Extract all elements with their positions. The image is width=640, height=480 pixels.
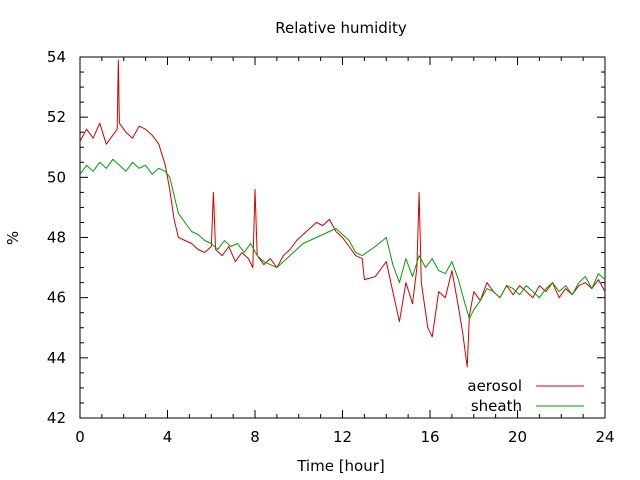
y-axis-label: % xyxy=(4,231,22,245)
y-tick-label: 46 xyxy=(47,289,66,307)
series-lines xyxy=(79,59,606,368)
legend: aerosol sheath xyxy=(467,377,584,415)
y-tick-label: 52 xyxy=(47,108,66,126)
y-tick-label: 50 xyxy=(47,168,66,186)
legend-label-aerosol: aerosol xyxy=(467,377,522,395)
x-axis-label: Time [hour] xyxy=(296,457,385,475)
series-line-sheath xyxy=(79,158,606,320)
x-tick-label: 4 xyxy=(163,428,173,446)
x-tick-label: 20 xyxy=(508,428,527,446)
x-tick-label: 24 xyxy=(595,428,614,446)
legend-label-sheath: sheath xyxy=(471,397,522,415)
x-tick-label: 12 xyxy=(333,428,352,446)
y-tick-label: 42 xyxy=(47,409,66,427)
x-tick-label: 8 xyxy=(250,428,260,446)
x-tick-label: 16 xyxy=(420,428,439,446)
chart-title: Relative humidity xyxy=(275,19,407,37)
y-tick-label: 48 xyxy=(47,229,66,247)
series-line-aerosol xyxy=(79,59,606,368)
x-tick-label: 0 xyxy=(75,428,85,446)
y-tick-label: 44 xyxy=(47,349,66,367)
y-tick-label: 54 xyxy=(47,48,66,66)
